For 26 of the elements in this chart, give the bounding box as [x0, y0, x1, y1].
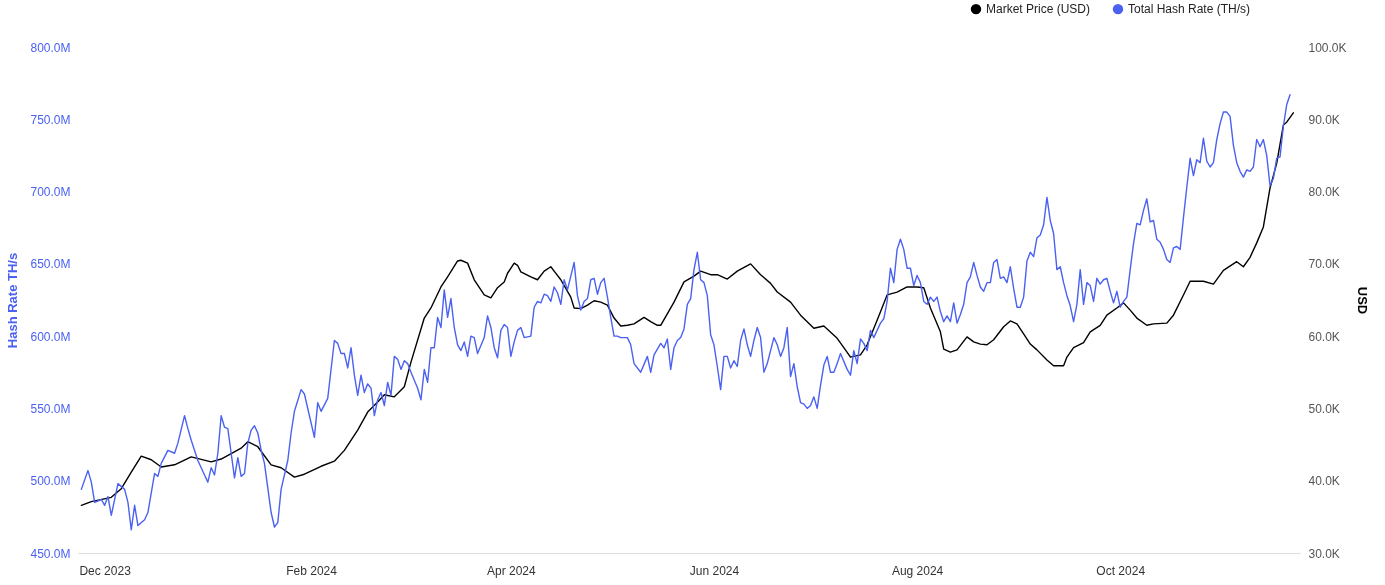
y-axis-title: Hash Rate TH/s — [5, 252, 21, 349]
x-tick-label: Feb 2024 — [286, 563, 338, 578]
y-tick-label: 650.0M — [30, 257, 71, 272]
y2-tick-label: 30.0K — [1308, 546, 1340, 561]
y2-tick-label: 90.0K — [1308, 112, 1340, 127]
y2-tick-label: 80.0K — [1308, 185, 1340, 200]
y-tick-label: 600.0M — [30, 329, 71, 344]
y-tick-label: 450.0M — [30, 546, 71, 561]
y2-tick-label: 70.0K — [1308, 257, 1340, 272]
x-tick-label: Jun 2024 — [689, 563, 740, 578]
y-tick-label: 550.0M — [30, 401, 71, 416]
x-tick-label: Oct 2024 — [1096, 563, 1146, 578]
y-tick-label: 700.0M — [30, 185, 71, 200]
x-tick-label: Dec 2023 — [79, 563, 132, 578]
y2-tick-label: 50.0K — [1308, 401, 1340, 416]
x-tick-label: Apr 2024 — [487, 563, 537, 578]
x-tick-label: Aug 2024 — [891, 563, 944, 578]
y2-tick-label: 60.0K — [1308, 329, 1340, 344]
legend-label: Market Price (USD) — [986, 2, 1091, 17]
y2-axis-title: USD — [1354, 286, 1370, 315]
y-tick-label: 750.0M — [30, 112, 71, 127]
y-tick-label: 800.0M — [30, 40, 71, 55]
y2-tick-label: 100.0K — [1308, 40, 1347, 55]
y2-tick-label: 40.0K — [1308, 474, 1340, 489]
legend-label: Total Hash Rate (TH/s) — [1128, 2, 1251, 17]
y-tick-label: 500.0M — [30, 474, 71, 489]
